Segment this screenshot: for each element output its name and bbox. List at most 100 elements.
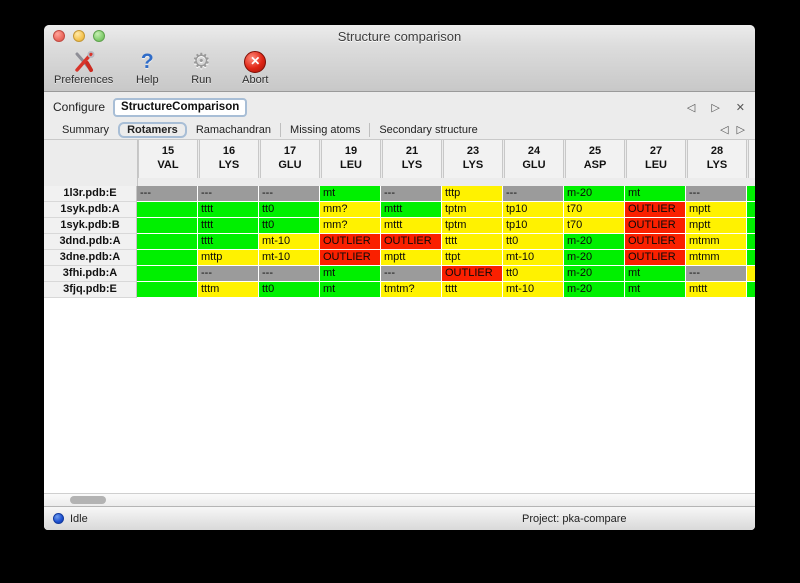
table-cell[interactable]: mttt <box>381 218 441 234</box>
tab-ramachandran[interactable]: Ramachandran <box>195 123 272 136</box>
table-cell[interactable]: --- <box>259 186 319 202</box>
row-label[interactable]: 3dnd.pdb:A <box>44 234 137 250</box>
table-cell[interactable]: OUTLIER <box>625 234 685 250</box>
column-header[interactable]: 19 LEU <box>321 140 381 178</box>
table-cell[interactable]: --- <box>381 186 441 202</box>
zoom-button[interactable] <box>93 30 105 42</box>
table-cell[interactable]: t <box>137 218 197 234</box>
table-cell[interactable]: mt-10 <box>259 250 319 266</box>
column-header[interactable]: 24 GLU <box>504 140 564 178</box>
table-cell[interactable]: tt0 <box>259 202 319 218</box>
table-cell[interactable]: mptt <box>686 202 746 218</box>
table-cell[interactable]: tptm <box>442 202 502 218</box>
table-cell[interactable]: tttt <box>198 202 258 218</box>
table-cell[interactable]: --- <box>686 266 746 282</box>
tab-rotamers[interactable]: Rotamers <box>118 121 187 138</box>
table-cell[interactable]: --- <box>503 186 563 202</box>
table-cell[interactable]: tttt <box>198 218 258 234</box>
horizontal-scrollbar[interactable] <box>44 493 755 506</box>
scrollbar-thumb[interactable] <box>70 496 106 504</box>
table-cell[interactable]: tptm <box>442 218 502 234</box>
table-cell[interactable]: mt-10 <box>259 234 319 250</box>
table-cell[interactable]: t70 <box>564 202 624 218</box>
table-cell[interactable]: t70 <box>564 218 624 234</box>
row-label[interactable]: 1syk.pdb:B <box>44 218 137 234</box>
tab-summary[interactable]: Summary <box>62 123 110 136</box>
column-header[interactable]: 23 LYS <box>443 140 503 178</box>
row-label[interactable]: 3dne.pdb:A <box>44 250 137 266</box>
prev-tab-icon[interactable]: ◁ <box>720 124 729 136</box>
prev-config-icon[interactable]: ◁ <box>686 101 696 114</box>
tab-secondary-structure[interactable]: Secondary structure <box>369 122 486 137</box>
table-cell[interactable]: mt <box>625 186 685 202</box>
table-cell[interactable]: mptt <box>686 218 746 234</box>
table-cell[interactable]: --- <box>259 266 319 282</box>
table-cell[interactable]: mt <box>625 282 685 298</box>
toolbar-button-preferences[interactable]: Preferences <box>54 50 113 86</box>
row-label[interactable]: 3fjq.pdb:E <box>44 282 137 298</box>
close-config-icon[interactable]: ✕ <box>735 101 745 114</box>
table-cell[interactable]: mttp <box>198 250 258 266</box>
table-cell[interactable]: OUTLIER <box>625 202 685 218</box>
table-cell[interactable]: --- <box>381 266 441 282</box>
table-cell[interactable]: --- <box>198 266 258 282</box>
configure-input[interactable] <box>113 97 248 117</box>
column-header[interactable]: 16 LYS <box>199 140 259 178</box>
table-cell[interactable]: mt <box>320 186 380 202</box>
toolbar-button-help[interactable]: ? Help <box>127 50 167 86</box>
minimize-button[interactable] <box>73 30 85 42</box>
table-cell[interactable]: m-20 <box>564 186 624 202</box>
table-cell[interactable]: tttt <box>442 234 502 250</box>
row-label[interactable]: 1syk.pdb:A <box>44 202 137 218</box>
table-cell[interactable]: t <box>137 234 197 250</box>
table-cell[interactable]: --- <box>137 186 197 202</box>
title-bar[interactable]: Structure comparison <box>44 25 755 47</box>
column-header[interactable]: 27 LEU <box>626 140 686 178</box>
table-cell[interactable]: mttt <box>686 282 746 298</box>
table-cell[interactable]: tttp <box>442 186 502 202</box>
table-cell[interactable]: mm? <box>320 218 380 234</box>
table-cell[interactable]: m-20 <box>564 282 624 298</box>
table-cell[interactable]: --- <box>686 186 746 202</box>
table-cell[interactable]: --- <box>198 186 258 202</box>
column-header[interactable]: 17 GLU <box>260 140 320 178</box>
table-cell[interactable]: m-20 <box>564 234 624 250</box>
table-cell[interactable]: mt-10 <box>503 282 563 298</box>
table-cell[interactable]: m-20 <box>564 266 624 282</box>
table-cell[interactable]: mptt <box>381 250 441 266</box>
table-cell[interactable]: mtmm <box>686 250 746 266</box>
tab-missing-atoms[interactable]: Missing atoms <box>280 122 369 137</box>
table-cell[interactable]: mt <box>320 282 380 298</box>
table-cell[interactable]: tt0 <box>503 266 563 282</box>
row-label[interactable]: 3fhi.pdb:A <box>44 266 137 282</box>
next-config-icon[interactable]: ▷ <box>711 101 720 114</box>
table-cell[interactable]: t <box>137 202 197 218</box>
toolbar-button-run[interactable]: ⚙ Run <box>181 50 221 87</box>
column-header[interactable]: 25 ASP <box>565 140 625 178</box>
table-cell[interactable]: OUTLIER <box>625 250 685 266</box>
table-cell[interactable]: mt-10 <box>503 250 563 266</box>
table-cell[interactable]: t <box>137 282 197 298</box>
table-cell[interactable]: tt0 <box>259 282 319 298</box>
table-cell[interactable]: OUTLIER <box>320 250 380 266</box>
table-cell[interactable]: tt0 <box>259 218 319 234</box>
toolbar-button-abort[interactable]: ✕ Abort <box>235 50 275 86</box>
table-cell[interactable]: m-20 <box>564 250 624 266</box>
close-button[interactable] <box>53 30 65 42</box>
table-cell[interactable]: OUTLIER <box>381 234 441 250</box>
table-cell[interactable]: OUTLIER <box>442 266 502 282</box>
row-label[interactable]: 1l3r.pdb:E <box>44 186 137 202</box>
next-tab-icon[interactable]: ▷ <box>736 124 745 136</box>
table-cell[interactable]: tttm <box>198 282 258 298</box>
table-cell[interactable]: tttt <box>442 282 502 298</box>
table-cell[interactable]: OUTLIER <box>625 218 685 234</box>
table-cell[interactable]: mm? <box>320 202 380 218</box>
table-cell[interactable]: tp10 <box>503 202 563 218</box>
table-cell[interactable]: tt0 <box>503 234 563 250</box>
table-cell[interactable]: mttt <box>381 202 441 218</box>
table-cell[interactable]: tttt <box>198 234 258 250</box>
table-cell[interactable]: mtmm <box>686 234 746 250</box>
table-cell[interactable]: mt <box>625 266 685 282</box>
column-header[interactable]: 15 VAL <box>138 140 198 178</box>
table-cell[interactable]: mt <box>320 266 380 282</box>
